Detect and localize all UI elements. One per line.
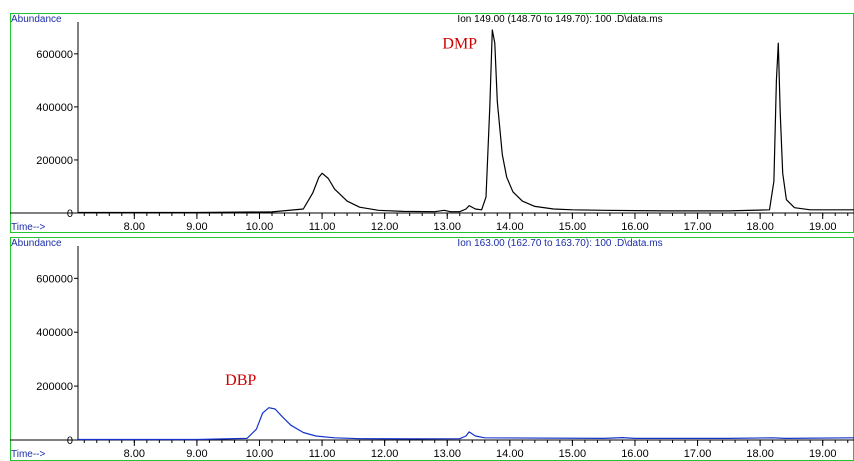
- y-tick-label: 400000: [36, 102, 73, 114]
- panel-frame: [10, 237, 854, 461]
- series-line-1: [78, 29, 854, 214]
- y-tick-label: 600000: [36, 49, 73, 61]
- y-tick-label: 600000: [36, 273, 73, 285]
- x-tick-label: 19.00: [809, 448, 837, 460]
- y-tick-label: 200000: [36, 155, 73, 167]
- x-tick-label: 19.00: [809, 221, 837, 233]
- x-tick-label: 12.00: [371, 448, 399, 460]
- x-tick-label: 16.00: [621, 221, 649, 233]
- x-tick-label: 14.00: [496, 448, 524, 460]
- panel-frame: [10, 13, 854, 233]
- x-tick-label: 11.00: [309, 448, 336, 460]
- x-tick-label: 15.00: [559, 448, 587, 460]
- y-axis-label: Abundance: [11, 238, 62, 249]
- x-tick-label: 17.00: [684, 221, 712, 233]
- x-tick-label: 15.00: [559, 221, 587, 233]
- peak-label: DMP: [442, 36, 477, 53]
- x-tick-label: 11.00: [309, 221, 336, 233]
- x-tick-label: 9.00: [186, 448, 207, 460]
- x-tick-label: 8.00: [124, 221, 145, 233]
- peak-label: DBP: [225, 372, 256, 389]
- x-tick-label: 18.00: [746, 448, 774, 460]
- chart-title: Ion 149.00 (148.70 to 149.70): 100 .D\da…: [457, 14, 662, 25]
- chart-title: Ion 163.00 (162.70 to 163.70): 100 .D\da…: [457, 238, 662, 249]
- x-tick-label: 12.00: [371, 221, 399, 233]
- y-tick-label: 400000: [36, 327, 73, 339]
- x-tick-label: 10.00: [246, 221, 274, 233]
- y-tick-label: 0: [67, 435, 73, 447]
- x-tick-label: 8.00: [124, 448, 145, 460]
- chart-panel-1: Abundance Ion 149.00 (148.70 to 149.70): …: [10, 13, 854, 233]
- x-tick-label: 17.00: [684, 448, 712, 460]
- x-tick-label: 13.00: [433, 448, 461, 460]
- y-tick-label: 200000: [36, 381, 73, 393]
- series-line-1: [78, 407, 854, 441]
- x-tick-label: 9.00: [186, 221, 207, 233]
- x-tick-label: 16.00: [621, 448, 649, 460]
- x-tick-label: 18.00: [746, 221, 774, 233]
- x-tick-label: 14.00: [496, 221, 524, 233]
- x-axis-label: Time-->: [11, 222, 46, 233]
- y-axis-label: Abundance: [11, 14, 62, 25]
- x-tick-label: 10.00: [246, 448, 274, 460]
- x-axis-label: Time-->: [11, 449, 46, 460]
- chart-panel-2: Abundance Ion 163.00 (162.70 to 163.70): …: [10, 237, 854, 461]
- y-tick-label: 0: [67, 208, 73, 220]
- x-tick-label: 13.00: [433, 221, 461, 233]
